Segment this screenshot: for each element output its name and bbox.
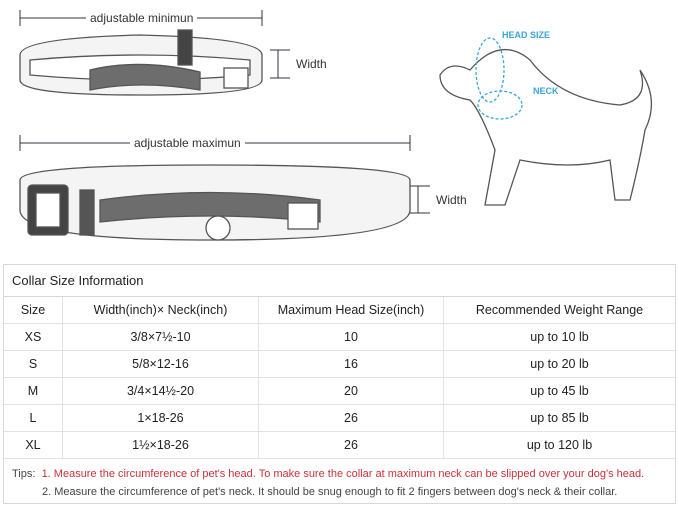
tip-1: 1. Measure the circumference of pet's he… — [41, 468, 645, 480]
tips: Tips: 1. Measure the circumference of pe… — [4, 459, 675, 501]
cell-weight: up to 20 lb — [530, 357, 589, 371]
cell-size: XL — [4, 432, 63, 458]
cell-weight: up to 45 lb — [530, 384, 589, 398]
table-row: XL 1½×18-26 26 up to 120 lb — [4, 432, 675, 459]
cell-head-size: 16 — [259, 351, 444, 377]
cell-width-neck: 3/8×7½-10 — [63, 324, 259, 350]
header-width-neck: Width(inch)× Neck(inch) — [63, 297, 259, 323]
tips-prefix: Tips: — [12, 468, 36, 480]
header-size: Size — [4, 297, 63, 323]
cell-width-neck: 1½×18-26 — [63, 432, 259, 458]
tip-2: 2. Measure the circumference of pet's ne… — [42, 486, 618, 498]
cell-width-neck: 1×18-26 — [63, 405, 259, 431]
cell-weight: up to 120 lb — [526, 438, 593, 452]
table-title: Collar Size Information — [4, 265, 675, 297]
collar-diagram: adjustable minimun adjustable maximun Wi… — [19, 10, 653, 241]
table-row: S 5/8×12-16 16 up to 20 lb — [4, 351, 675, 378]
cell-head-size: 10 — [259, 324, 444, 350]
cell-head-size: 26 — [259, 432, 444, 458]
cell-size: S — [4, 351, 63, 377]
head-size-label: HEAD SIZE — [502, 30, 551, 40]
cell-head-size: 20 — [259, 378, 444, 404]
table-row: L 1×18-26 26 up to 85 lb — [4, 405, 675, 432]
cell-width-neck: 5/8×12-16 — [63, 351, 259, 377]
table-row: M 3/4×14½-20 20 up to 45 lb — [4, 378, 675, 405]
cell-weight: up to 85 lb — [530, 411, 589, 425]
neck-label: NECK — [533, 86, 559, 96]
cell-width-neck: 3/4×14½-20 — [63, 378, 259, 404]
cell-size: M — [4, 378, 63, 404]
cell-head-size: 26 — [259, 405, 444, 431]
collar-illustration — [19, 10, 653, 241]
header-head-size: Maximum Head Size(inch) — [259, 297, 444, 323]
adjustable-maximum-label: adjustable maximun — [130, 136, 245, 150]
width-label-min: Width — [296, 57, 327, 71]
cell-size: L — [4, 405, 63, 431]
width-label-max: Width — [436, 193, 467, 207]
cell-size: XS — [4, 324, 63, 350]
adjustable-minimum-label: adjustable minimun — [86, 11, 198, 25]
table-header: Size Width(inch)× Neck(inch) Maximum Hea… — [4, 297, 675, 324]
cell-weight: up to 10 lb — [530, 330, 589, 344]
header-weight: Recommended Weight Range — [475, 303, 644, 317]
size-table: Collar Size Information Size Width(inch)… — [3, 264, 676, 504]
table-row: XS 3/8×7½-10 10 up to 10 lb — [4, 324, 675, 351]
